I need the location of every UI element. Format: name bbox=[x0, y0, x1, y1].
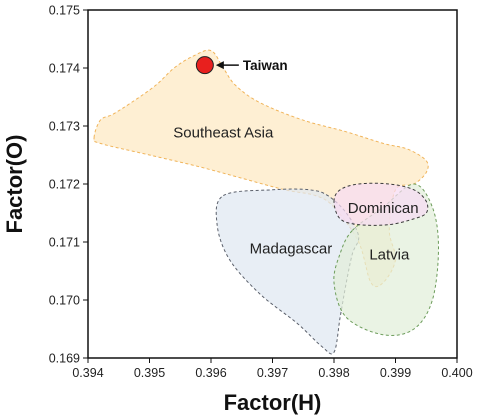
region-label-madagascar: Madagascar bbox=[250, 241, 333, 258]
y-tick-label: 0.173 bbox=[49, 120, 80, 134]
x-tick-label: 0.395 bbox=[134, 366, 165, 380]
x-tick-label: 0.400 bbox=[441, 366, 472, 380]
region-label-latvia: Latvia bbox=[369, 246, 410, 263]
region-madagascar bbox=[215, 188, 360, 355]
region-label-dominican: Dominican bbox=[348, 200, 419, 217]
y-tick-label: 0.169 bbox=[49, 352, 80, 366]
y-tick-label: 0.174 bbox=[49, 62, 80, 76]
y-axis-title: Factor(O) bbox=[2, 135, 27, 234]
y-tick-label: 0.172 bbox=[49, 178, 80, 192]
y-tick-label: 0.170 bbox=[49, 294, 80, 308]
x-tick-label: 0.398 bbox=[318, 366, 349, 380]
region-layer bbox=[93, 49, 440, 355]
x-axis-title: Factor(H) bbox=[224, 390, 322, 415]
point-taiwan bbox=[195, 56, 214, 75]
label-layer: Southeast Asia Madagascar Latvia Dominican bbox=[173, 125, 418, 264]
x-tick-label: 0.396 bbox=[195, 366, 226, 380]
point-arrow-head bbox=[215, 61, 224, 70]
region-label-southeast-asia: Southeast Asia bbox=[173, 125, 274, 142]
y-tick-label: 0.175 bbox=[49, 4, 80, 18]
region-latvia bbox=[333, 183, 440, 337]
y-tick-label: 0.171 bbox=[49, 236, 80, 250]
tick-layer: 0.394 0.395 0.396 0.397 0.398 0.399 0.400 0.169… bbox=[49, 4, 473, 381]
point-layer: Taiwan bbox=[195, 56, 288, 75]
point-label-taiwan: Taiwan bbox=[243, 58, 288, 73]
x-tick-label: 0.397 bbox=[257, 366, 288, 380]
region-dominican bbox=[333, 182, 429, 226]
x-tick-label: 0.394 bbox=[72, 366, 103, 380]
x-tick-label: 0.399 bbox=[380, 366, 411, 380]
